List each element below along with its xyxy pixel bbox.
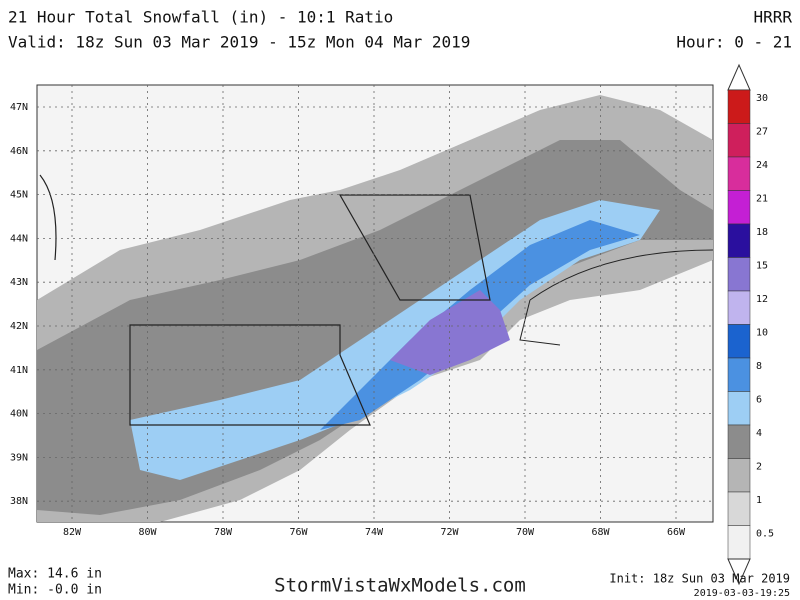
legend-label: 0.5 <box>756 529 774 540</box>
min-value: Min: -0.0 in <box>8 583 102 598</box>
legend-arrow-top <box>727 63 751 91</box>
lat-label: 41N <box>10 365 28 376</box>
legend-label: 27 <box>756 127 768 138</box>
timestamp: 2019-03-03-19:25 <box>694 588 790 599</box>
borders <box>39 174 491 426</box>
legend-label: 10 <box>756 328 768 339</box>
lat-label: 42N <box>10 321 28 332</box>
legend-swatch <box>727 290 751 325</box>
legend-label: 8 <box>756 361 762 372</box>
legend-label: 4 <box>756 428 762 439</box>
lat-label: 39N <box>10 452 28 463</box>
init-time: Init: 18z Sun 03 Mar 2019 <box>609 572 790 586</box>
site-name: StormVistaWxModels.com <box>274 575 526 597</box>
lon-label: 76W <box>289 527 308 538</box>
legend-swatch <box>727 156 751 191</box>
lat-label: 43N <box>10 277 28 288</box>
lon-label: 70W <box>516 527 535 538</box>
legend-label: 12 <box>756 294 768 305</box>
max-value: Max: 14.6 in <box>8 567 102 582</box>
snow-max <box>390 290 510 375</box>
lat-label: 46N <box>10 146 28 157</box>
lon-label: 68W <box>591 527 610 538</box>
legend-swatch <box>727 357 751 392</box>
lat-label: 40N <box>10 409 28 420</box>
legend-label: 21 <box>756 194 768 205</box>
legend-label: 30 <box>756 93 768 104</box>
lat-label: 47N <box>10 102 28 113</box>
coastline <box>519 249 714 346</box>
lon-label: 66W <box>667 527 686 538</box>
legend-swatch <box>727 391 751 426</box>
legend-arrow-bottom <box>727 558 751 586</box>
legend-swatch <box>727 123 751 158</box>
valid-time: Valid: 18z Sun 03 Mar 2019 - 15z Mon 04 … <box>8 33 470 52</box>
legend-swatch <box>727 525 751 560</box>
legend-swatch <box>727 89 751 124</box>
model-name: HRRR <box>753 8 792 27</box>
lon-label: 74W <box>365 527 384 538</box>
lon-label: 80W <box>138 527 157 538</box>
legend-swatch <box>727 257 751 292</box>
legend-swatch <box>727 458 751 493</box>
title: 21 Hour Total Snowfall (in) - 10:1 Ratio <box>8 8 393 27</box>
legend-label: 2 <box>756 462 762 473</box>
lon-label: 78W <box>214 527 233 538</box>
lat-label: 45N <box>10 190 28 201</box>
legend-swatch <box>727 190 751 225</box>
legend-swatch <box>727 491 751 526</box>
lat-label: 44N <box>10 233 28 244</box>
lon-label: 82W <box>63 527 82 538</box>
legend-label: 1 <box>756 495 762 506</box>
legend-label: 24 <box>756 160 768 171</box>
hours: Hour: 0 - 21 <box>676 33 792 52</box>
legend-swatch <box>727 424 751 459</box>
legend-label: 6 <box>756 395 762 406</box>
legend-swatch <box>727 223 751 258</box>
lon-label: 72W <box>440 527 459 538</box>
legend-swatch <box>727 324 751 359</box>
map <box>36 84 714 523</box>
legend-label: 15 <box>756 261 768 272</box>
lat-label: 38N <box>10 496 28 507</box>
legend-label: 18 <box>756 227 768 238</box>
